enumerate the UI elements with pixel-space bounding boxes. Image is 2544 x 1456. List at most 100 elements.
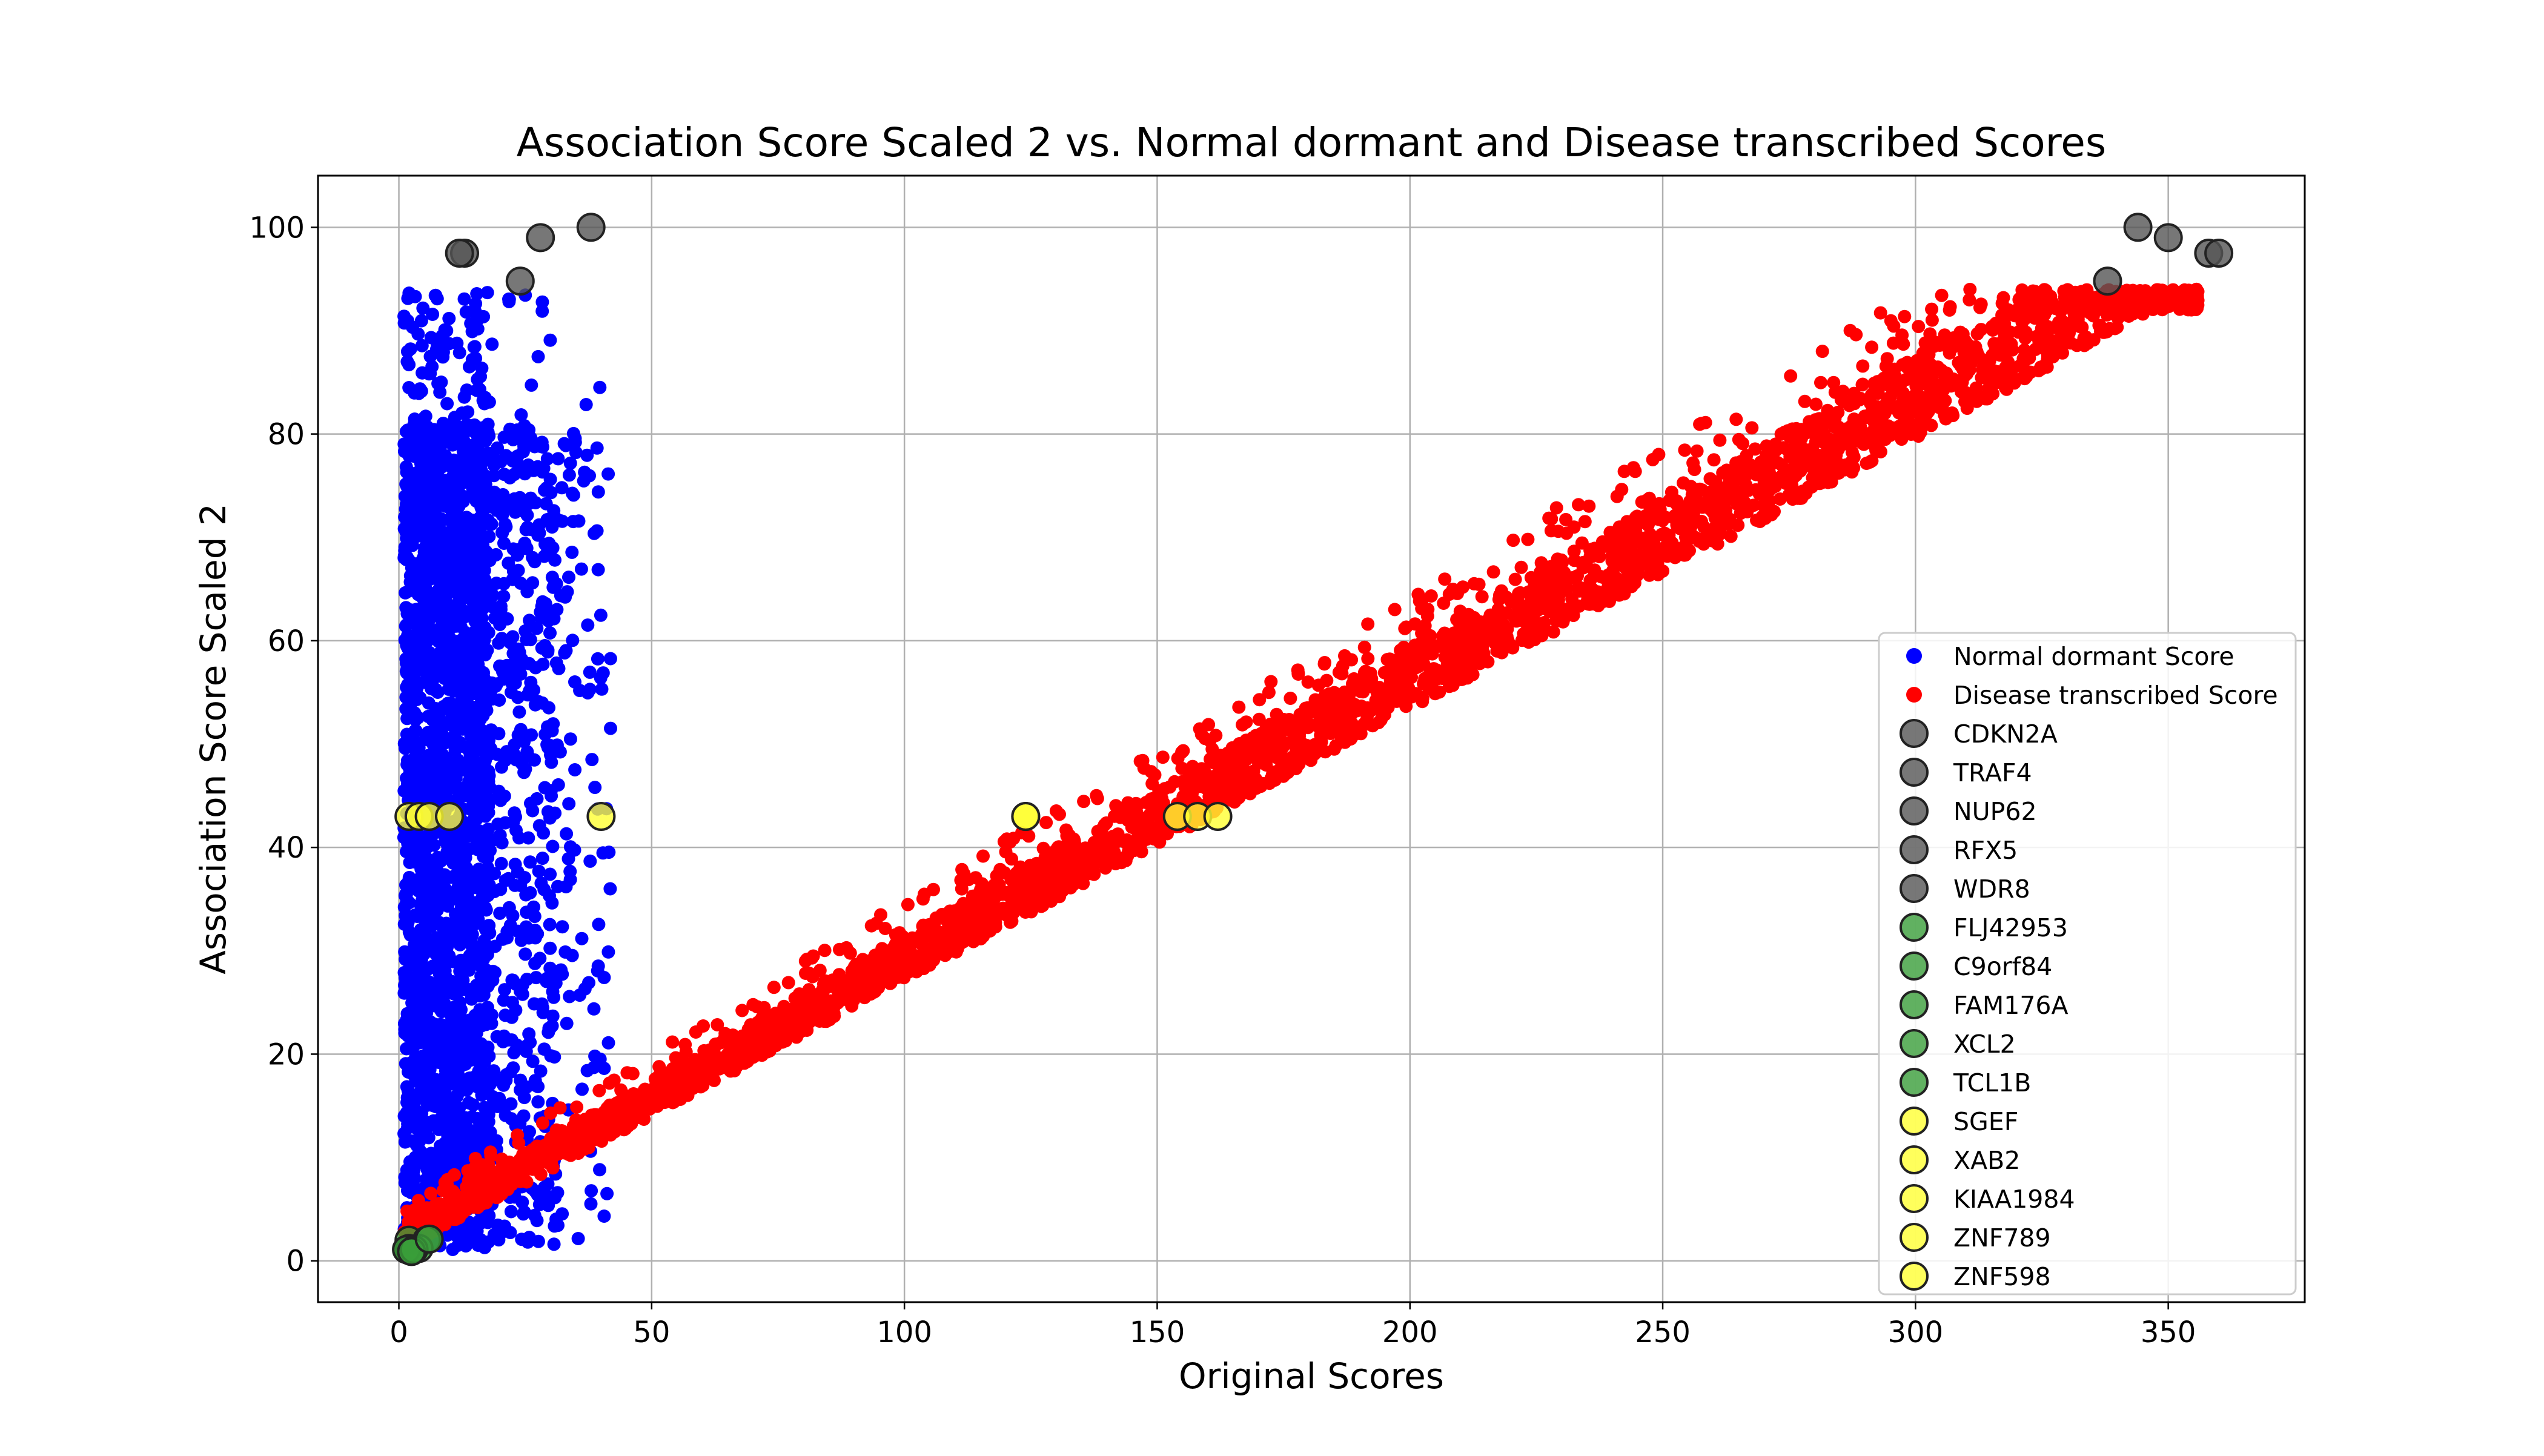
- normal-dormant-point: [548, 1219, 561, 1233]
- disease-transcribed-point: [626, 1067, 640, 1080]
- disease-transcribed-point: [1039, 816, 1053, 829]
- normal-dormant-point: [568, 675, 581, 689]
- normal-dormant-point: [514, 879, 527, 892]
- disease-transcribed-point: [1521, 533, 1534, 546]
- normal-dormant-point: [592, 918, 605, 931]
- normal-dormant-point: [441, 1092, 454, 1105]
- disease-transcribed-point: [927, 883, 940, 896]
- normal-dormant-point: [432, 635, 445, 648]
- normal-dormant-point: [517, 445, 530, 458]
- normal-dormant-point: [486, 589, 500, 602]
- disease-transcribed-point: [1572, 498, 1585, 511]
- normal-dormant-point: [518, 947, 532, 961]
- normal-dormant-point: [455, 406, 469, 420]
- normal-dormant-point: [442, 683, 455, 696]
- normal-dormant-point: [434, 1018, 447, 1031]
- normal-dormant-point: [406, 538, 419, 552]
- normal-dormant-point: [457, 789, 471, 802]
- normal-dormant-point: [427, 1114, 440, 1128]
- normal-dormant-point: [409, 930, 423, 943]
- normal-dormant-point: [567, 488, 580, 501]
- normal-dormant-point: [509, 810, 522, 824]
- normal-dormant-point: [472, 313, 485, 326]
- normal-dormant-point: [600, 1187, 614, 1200]
- normal-dormant-point: [451, 502, 464, 515]
- normal-dormant-point: [442, 529, 455, 543]
- normal-dormant-point: [522, 832, 535, 845]
- normal-dormant-point: [511, 691, 525, 704]
- disease-transcribed-point: [1913, 389, 1926, 403]
- normal-dormant-point: [414, 834, 427, 847]
- disease-transcribed-point: [1745, 421, 1758, 434]
- normal-dormant-point: [521, 631, 534, 644]
- normal-dormant-point: [585, 1184, 598, 1197]
- normal-dormant-point: [498, 1220, 511, 1233]
- normal-dormant-point: [471, 658, 485, 671]
- normal-dormant-point: [486, 833, 500, 847]
- normal-dormant-point: [400, 1015, 414, 1028]
- normal-dormant-point: [568, 763, 581, 776]
- normal-dormant-point: [463, 360, 476, 374]
- normal-dormant-point: [402, 634, 416, 647]
- normal-dormant-point: [448, 777, 462, 790]
- normal-dormant-point: [534, 1065, 548, 1078]
- normal-dormant-point: [446, 1243, 459, 1256]
- normal-dormant-point: [437, 1072, 450, 1085]
- normal-dormant-point: [457, 689, 470, 703]
- normal-dormant-point: [555, 1207, 569, 1220]
- normal-dormant-point: [502, 293, 515, 306]
- normal-dormant-point: [545, 784, 558, 797]
- normal-dormant-point: [520, 1039, 533, 1053]
- normal-dormant-point: [436, 1104, 449, 1117]
- normal-dormant-point: [472, 904, 485, 917]
- normal-dormant-point: [401, 292, 414, 305]
- normal-dormant-point: [401, 946, 414, 959]
- normal-dormant-point: [449, 892, 463, 905]
- normal-dormant-point: [544, 748, 557, 761]
- normal-dormant-point: [420, 1163, 434, 1176]
- normal-dormant-point: [572, 1232, 585, 1245]
- normal-dormant-point: [427, 497, 440, 511]
- disease-transcribed-point: [1365, 704, 1378, 717]
- disease-transcribed-point: [1004, 916, 1017, 929]
- normal-dormant-point: [518, 537, 531, 550]
- normal-dormant-point: [593, 1163, 606, 1176]
- normal-dormant-point: [492, 693, 506, 707]
- normal-dormant-point: [471, 574, 485, 587]
- normal-dormant-point: [466, 325, 479, 339]
- normal-dormant-point: [505, 1011, 518, 1024]
- normal-dormant-point: [400, 618, 413, 632]
- normal-dormant-point: [581, 1064, 594, 1077]
- normal-dormant-point: [597, 1062, 611, 1075]
- normal-dormant-point: [500, 612, 514, 626]
- normal-dormant-point: [474, 1233, 487, 1246]
- normal-dormant-point: [451, 753, 465, 767]
- normal-dormant-point: [583, 683, 597, 696]
- normal-dormant-point: [413, 622, 426, 635]
- normal-dormant-point: [460, 383, 474, 397]
- normal-dormant-point: [437, 346, 450, 359]
- normal-dormant-point: [581, 618, 594, 632]
- disease-transcribed-point: [2018, 343, 2031, 357]
- normal-dormant-point: [482, 732, 495, 746]
- normal-dormant-point: [408, 386, 421, 400]
- normal-dormant-point: [497, 1079, 510, 1092]
- normal-dormant-point: [481, 744, 494, 758]
- normal-dormant-point: [485, 1008, 499, 1022]
- normal-dormant-point: [432, 935, 446, 948]
- normal-dormant-point: [481, 286, 494, 299]
- normal-dormant-point: [422, 749, 436, 762]
- normal-dormant-point: [459, 560, 472, 573]
- normal-dormant-point: [460, 861, 473, 874]
- normal-dormant-point: [603, 882, 617, 896]
- disease-transcribed-point: [1999, 361, 2012, 374]
- normal-dormant-point: [564, 840, 577, 853]
- normal-dormant-point: [482, 965, 495, 979]
- normal-dormant-point: [499, 518, 512, 531]
- disease-transcribed-point: [800, 953, 813, 966]
- disease-transcribed-point: [1559, 513, 1572, 526]
- normal-dormant-point: [475, 1216, 488, 1229]
- normal-dormant-point: [445, 475, 458, 488]
- normal-dormant-point: [526, 576, 539, 589]
- normal-dormant-point: [542, 1025, 555, 1039]
